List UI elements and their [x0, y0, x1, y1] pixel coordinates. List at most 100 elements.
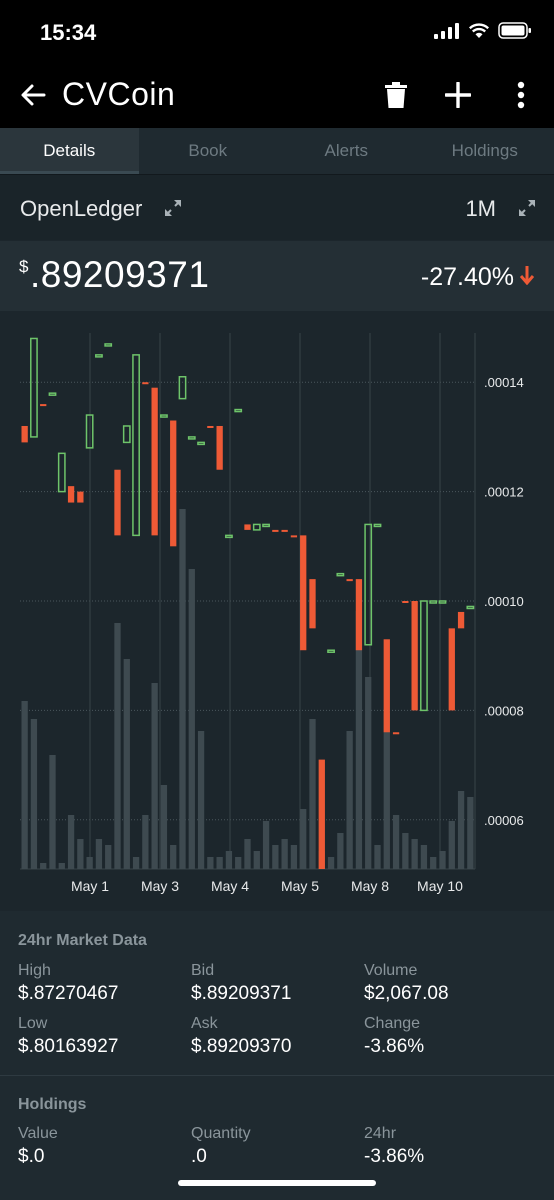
candle-down — [170, 420, 177, 547]
plus-icon — [445, 82, 471, 108]
back-button[interactable] — [14, 76, 52, 114]
signal-icon — [434, 22, 459, 39]
home-indicator[interactable] — [178, 1180, 376, 1186]
battery-icon — [498, 22, 531, 39]
status-icons — [434, 22, 532, 39]
low-cell: Low $.80163927 — [18, 1014, 118, 1060]
volume-bar — [216, 857, 223, 869]
x-tick-label: May 10 — [417, 878, 463, 894]
volume-bar — [300, 809, 307, 869]
volume-bar — [235, 857, 242, 869]
candle-down — [392, 732, 400, 735]
high-value: $.87270467 — [18, 983, 119, 1004]
delete-button[interactable] — [377, 76, 415, 114]
volume-bar — [365, 677, 372, 869]
volume-bar — [457, 791, 465, 869]
candle-down — [244, 524, 251, 530]
trash-icon — [385, 82, 407, 108]
candle-up — [95, 354, 103, 358]
candle-up — [187, 436, 196, 440]
candle-down — [402, 601, 409, 603]
tab-alerts[interactable]: Alerts — [324, 141, 368, 160]
candle-down — [281, 529, 288, 532]
volume-bar — [49, 755, 56, 869]
candlestick-chart: .00014 .00012 .00010 .00008 .00006 May 1 May 3… — [20, 333, 524, 894]
volume-bar — [309, 719, 316, 869]
volume-bar — [253, 851, 260, 869]
ask-value: $.89209370 — [191, 1036, 292, 1057]
price-row: $ .89209371 -27.40% — [0, 241, 554, 311]
high-label: High — [18, 962, 51, 979]
current-price: .89209371 — [30, 254, 210, 295]
range-selector[interactable]: 1M — [465, 196, 496, 221]
candle-up — [85, 414, 94, 449]
exchange-selector[interactable]: OpenLedger — [20, 196, 143, 221]
volume-bar — [411, 839, 418, 869]
tab-details[interactable]: Details — [0, 128, 139, 174]
candle-down — [67, 486, 75, 503]
holdings-value-label: Value — [18, 1125, 58, 1142]
volume-bar — [272, 845, 279, 869]
volume-bar — [30, 719, 38, 869]
y-tick-label: .00014 — [484, 375, 524, 390]
candle-up — [438, 600, 447, 604]
candle-down — [151, 387, 158, 536]
holdings-title: Holdings — [18, 1096, 87, 1113]
tab-book[interactable]: Book — [188, 141, 228, 160]
currency-symbol: $ — [19, 257, 29, 276]
volume-bar — [160, 785, 168, 869]
volume-bar — [244, 839, 251, 869]
volume-bar — [281, 839, 288, 869]
volume-cell: Volume $2,067.08 — [364, 961, 449, 1007]
candle-down — [77, 491, 84, 503]
volume-bar — [170, 845, 177, 869]
volume-bar — [337, 833, 344, 869]
expand-icon[interactable] — [518, 199, 536, 217]
candle-down — [411, 601, 418, 711]
price-chart[interactable]: .00014 .00012 .00010 .00008 .00006 May 1 May 3… — [0, 311, 554, 911]
volume-bar — [105, 845, 112, 869]
candle-down — [355, 579, 363, 651]
x-tick-label: May 4 — [211, 878, 249, 894]
volume-bar — [430, 857, 437, 869]
bid-label: Bid — [191, 962, 215, 979]
expand-icon[interactable] — [164, 199, 182, 217]
volume-bar — [225, 851, 233, 869]
candle-down — [300, 535, 307, 651]
holdings-24hr-cell: 24hr -3.86% — [364, 1124, 424, 1170]
section-divider — [0, 1075, 554, 1076]
volume-bar — [114, 623, 121, 869]
volume-bar — [151, 683, 158, 869]
back-arrow-icon — [21, 84, 46, 106]
candle-down — [114, 469, 121, 536]
status-time: 15:34 — [40, 20, 97, 45]
volume-bar — [262, 821, 270, 869]
volume-bar — [179, 509, 186, 869]
more-options-button[interactable] — [502, 76, 540, 114]
add-button[interactable] — [439, 76, 477, 114]
holdings-24hr-value: -3.86% — [364, 1146, 425, 1167]
volume-bar — [86, 857, 93, 869]
candle-up — [160, 414, 168, 418]
volume-bar — [132, 857, 140, 869]
volume-bar — [346, 731, 353, 869]
volume-bar — [374, 845, 381, 869]
candle-up — [262, 523, 270, 528]
volume-bar — [67, 815, 75, 869]
volume-bar — [142, 815, 149, 869]
holdings-value: $.0 — [18, 1146, 45, 1167]
candle-up — [373, 523, 382, 528]
change-value: -3.86% — [364, 1036, 425, 1057]
tab-holdings[interactable]: Holdings — [451, 141, 518, 160]
candle-up — [336, 572, 345, 577]
tab-bar: Details Book Alerts Holdings — [0, 128, 554, 174]
candle-up — [132, 354, 140, 537]
volume-bar — [467, 797, 474, 869]
candle-up — [122, 425, 131, 444]
candle-up — [234, 408, 243, 413]
candle-down — [40, 404, 47, 407]
holdings-quantity-cell: Quantity .0 — [191, 1124, 251, 1170]
volume-bar — [21, 701, 28, 869]
candle-down — [383, 639, 390, 733]
volume-bar — [327, 857, 335, 869]
